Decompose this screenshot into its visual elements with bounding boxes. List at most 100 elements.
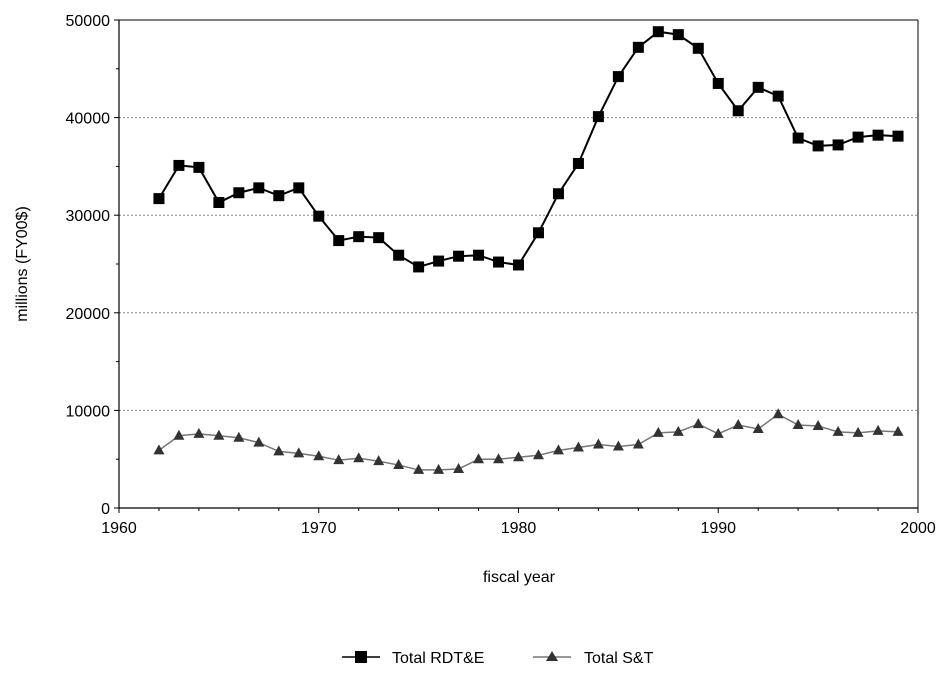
data-point [752,81,764,93]
series-total-rdte [153,26,904,273]
data-point [532,449,544,460]
data-point [293,182,305,194]
data-point [193,161,205,173]
data-point [692,42,704,54]
data-point [592,438,604,449]
data-point [792,419,804,430]
data-point [732,105,744,117]
x-tick-label: 1960 [101,520,137,537]
data-point [692,418,704,429]
data-point [552,188,564,200]
data-point [493,453,505,464]
data-point [473,249,485,261]
data-point [213,429,225,440]
data-point [393,459,405,470]
y-tick-label: 50000 [66,13,111,30]
data-point [572,157,584,169]
data-point [313,450,325,461]
data-point [413,463,425,474]
x-tick-label: 1990 [700,520,736,537]
legend: Total RDT&E Total S&T [342,650,654,667]
data-point [513,451,524,462]
data-point [433,463,445,474]
legend-marker-rdte [355,651,367,663]
data-point [293,447,305,458]
data-point [233,431,245,442]
data-point [772,408,784,419]
data-point [732,419,744,430]
y-tick-label: 10000 [66,403,111,420]
y-tick-label: 0 [101,501,110,518]
series-line [158,413,899,471]
axes [114,19,919,513]
data-point [393,249,405,261]
data-point [473,453,485,464]
data-point [532,227,544,239]
data-point [612,440,624,451]
data-point [672,29,684,41]
data-point [313,210,325,222]
data-point [552,444,564,455]
data-point [672,425,684,436]
series-line [158,30,899,269]
data-point [592,111,604,123]
legend-label-st: Total S&T [584,650,654,667]
data-point [872,424,884,435]
data-point [453,250,465,262]
data-point [233,187,245,199]
data-point [373,455,385,466]
data-point [892,130,904,142]
data-point [712,77,724,89]
data-point [892,425,904,436]
data-point [632,41,644,53]
y-tick-label: 40000 [66,111,111,128]
data-point [253,182,265,194]
data-point [153,444,165,455]
data-point [872,129,884,141]
data-point [273,445,285,456]
data-point [772,90,784,102]
x-axis-title: fiscal year [483,569,556,586]
data-point [333,235,345,247]
data-point [852,131,864,143]
series-total-st [153,408,904,474]
y-axis-title: millions (FY00$) [14,206,31,322]
data-point [373,232,385,244]
data-point [333,454,345,465]
data-point [153,193,165,205]
grid-lines [119,117,918,411]
data-point [493,256,505,268]
y-tick-label: 20000 [66,306,111,323]
data-point [632,438,644,449]
tick-labels: 0 10000 20000 30000 40000 50000 1960 1970 1980 19… [66,13,936,537]
x-tick-label: 2000 [900,520,936,537]
data-point [453,462,465,473]
data-point [413,261,425,273]
data-point [712,427,724,438]
data-point [752,422,764,433]
data-point [173,159,185,171]
data-point [173,429,185,440]
legend-marker-st [546,651,558,661]
data-point [832,425,844,436]
y-tick-label: 30000 [66,208,111,225]
x-tick-label: 1980 [501,520,537,537]
data-point [572,441,584,452]
data-point [852,426,864,437]
series [153,26,904,474]
data-point [353,452,365,463]
data-point [812,420,824,431]
data-point [652,426,664,437]
data-point [273,190,285,202]
data-point [513,259,524,271]
legend-label-rdte: Total RDT&E [392,650,484,667]
data-point [812,140,824,152]
data-point [193,427,205,438]
data-point [353,231,365,243]
data-point [433,255,445,267]
data-point [213,197,225,209]
data-point [253,436,265,447]
data-point [832,139,844,151]
data-point [792,132,804,144]
